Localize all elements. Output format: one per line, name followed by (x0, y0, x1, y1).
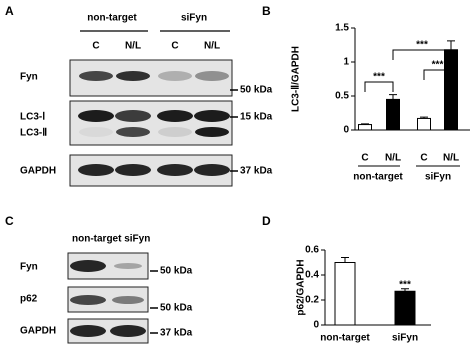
bar (394, 290, 416, 326)
band (194, 164, 230, 176)
group-label: siFyn (425, 172, 451, 183)
panel-label: D (262, 214, 271, 228)
error-bar (447, 40, 455, 50)
band (70, 295, 106, 305)
x-tick-label: non-target (320, 333, 370, 344)
error-bar (420, 116, 428, 119)
band (195, 71, 229, 81)
y-axis-label: LC3-Ⅱ/GAPDH (291, 46, 302, 112)
band (158, 71, 192, 81)
band (157, 110, 193, 122)
bar (386, 98, 400, 131)
band (110, 325, 146, 337)
y-tick-label: 0 (313, 320, 319, 331)
y-tick-label: 0 (343, 125, 349, 136)
marker-label: 15 kDa (240, 112, 273, 123)
group-label: non-target (353, 172, 403, 183)
band (79, 71, 113, 81)
lane-label: N/L (125, 41, 141, 52)
band (158, 127, 192, 137)
bar (444, 49, 458, 131)
row-label: p62 (20, 294, 38, 305)
lane-label: N/L (204, 41, 220, 52)
row-label: LC3-Ⅰ (20, 112, 45, 123)
significance-label: *** (399, 280, 411, 291)
band (70, 260, 106, 272)
row-label: LC3-Ⅱ (20, 128, 47, 139)
blot-frame (69, 100, 233, 146)
band (195, 127, 229, 137)
marker-label: 50 kDa (240, 85, 273, 96)
band (78, 110, 114, 122)
x-tick-label: N/L (385, 153, 401, 164)
significance-bracket (423, 69, 452, 80)
band (116, 71, 150, 81)
bar (358, 124, 372, 131)
marker-label: 37 kDa (160, 328, 193, 339)
significance-label: *** (432, 60, 444, 71)
x-tick-label: C (361, 153, 368, 164)
band (78, 164, 114, 176)
lane-label: C (171, 41, 178, 52)
marker-label: 37 kDa (240, 166, 273, 177)
panel-label: B (262, 4, 271, 18)
bar (334, 262, 356, 326)
blot-header: non-target siFyn (72, 234, 150, 245)
significance-label: *** (373, 72, 385, 83)
y-tick-label: 1.5 (335, 23, 349, 34)
y-tick-label: 0.5 (335, 91, 349, 102)
x-tick-label: siFyn (392, 333, 418, 344)
band (194, 110, 230, 122)
band (116, 127, 150, 137)
band (114, 263, 142, 269)
panel-label: A (5, 4, 14, 18)
x-tick-label: N/L (443, 153, 459, 164)
y-tick-label: 0.6 (305, 245, 319, 256)
y-tick-label: 0.4 (305, 270, 319, 281)
significance-bracket (392, 49, 452, 60)
band (115, 164, 151, 176)
band (70, 325, 106, 337)
band (112, 296, 144, 304)
y-tick-label: 1 (343, 57, 349, 68)
group-label: non-target (87, 13, 137, 24)
band (115, 110, 151, 122)
y-axis-label: p62/GAPDH (296, 259, 307, 315)
error-bar (389, 94, 397, 100)
row-label: GAPDH (20, 326, 56, 337)
blot-frame (67, 252, 149, 280)
panel-label: C (5, 214, 14, 228)
error-bar (361, 123, 369, 125)
marker-label: 50 kDa (160, 266, 193, 277)
significance-label: *** (416, 40, 428, 51)
group-label: siFyn (181, 13, 207, 24)
bar (417, 117, 431, 131)
y-tick-label: 0.2 (305, 295, 319, 306)
error-bar (341, 257, 349, 263)
row-label: Fyn (20, 72, 38, 83)
band (157, 164, 193, 176)
error-bar (401, 288, 409, 292)
marker-label: 50 kDa (160, 303, 193, 314)
lane-label: C (92, 41, 99, 52)
row-label: GAPDH (20, 166, 56, 177)
row-label: Fyn (20, 262, 38, 273)
band (79, 127, 113, 137)
x-tick-label: C (420, 153, 427, 164)
significance-bracket (364, 81, 394, 92)
